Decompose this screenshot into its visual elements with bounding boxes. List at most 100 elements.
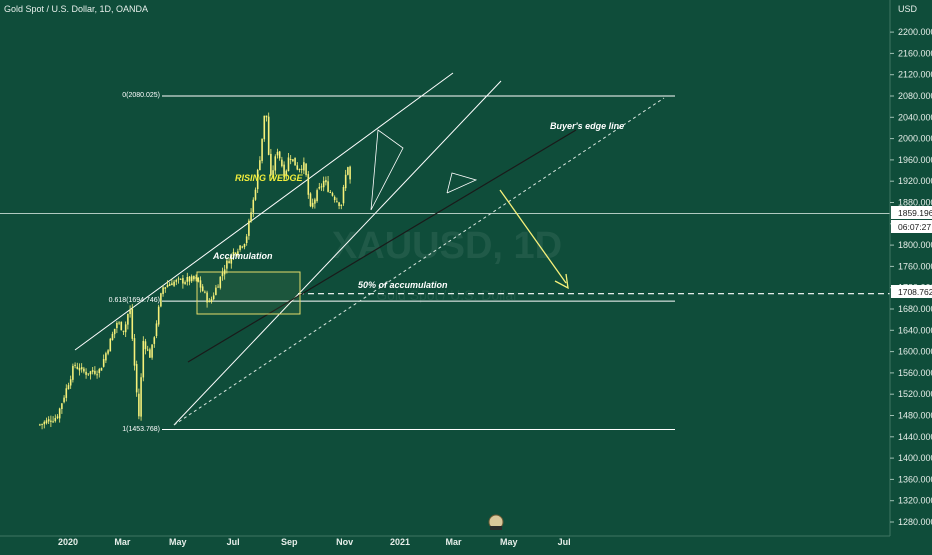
price-tick-label-3: 2080.000 — [898, 91, 932, 101]
price-tick-label-4: 2040.000 — [898, 112, 932, 122]
time-tick-label-3: Jul — [227, 537, 240, 547]
candle-body-55 — [160, 293, 162, 307]
time-tick-label-2: May — [169, 537, 187, 547]
candle-body-34 — [113, 328, 116, 335]
buyers-edge-label: Buyer's edge line — [550, 121, 624, 131]
candle-body-39 — [124, 324, 127, 333]
candle-body-33 — [111, 333, 114, 341]
candle-body-93 — [243, 244, 246, 248]
candle-body-29 — [102, 359, 105, 367]
candle-body-90 — [237, 251, 239, 255]
candles-layer — [39, 112, 351, 430]
author-badge-bar — [490, 526, 502, 530]
candle-body-132 — [329, 192, 332, 194]
candle-body-110 — [281, 159, 283, 167]
candle-body-78 — [210, 299, 213, 303]
wedge-upper-line — [74, 72, 454, 351]
level-price-value: 1708.762 — [898, 287, 932, 297]
last-price-value: 1859.196 — [898, 208, 932, 218]
candle-body-87 — [230, 255, 233, 264]
candle-body-13 — [67, 385, 70, 390]
candle-body-130 — [325, 180, 327, 183]
candle-body-112 — [285, 170, 288, 176]
candle-body-108 — [276, 151, 279, 156]
candle-body-126 — [316, 190, 318, 202]
candle-body-40 — [127, 314, 129, 325]
candle-body-64 — [179, 278, 182, 280]
candle-body-56 — [162, 287, 164, 295]
candle-body-3 — [45, 420, 48, 424]
candle-body-12 — [65, 388, 68, 398]
candle-body-136 — [338, 202, 340, 207]
last-price-tag — [891, 206, 932, 219]
candle-body-73 — [199, 280, 202, 288]
candle-body-41 — [129, 310, 131, 315]
candle-body-140 — [347, 167, 349, 175]
candle-body-97 — [252, 199, 255, 213]
candle-body-131 — [327, 181, 329, 192]
candle-body-51 — [151, 344, 153, 358]
price-tick-label-0: 2200.000 — [898, 27, 932, 37]
price-axis[interactable]: 2200.000 2160.000 2120.000 2080.000 2040.000… — [890, 27, 932, 527]
candle-body-80 — [215, 287, 217, 295]
candle-body-98 — [254, 189, 257, 200]
candle-body-54 — [157, 306, 160, 325]
currency-label[interactable]: USD — [898, 4, 918, 14]
wedge-lower-line — [173, 80, 502, 426]
candle-body-134 — [333, 196, 336, 201]
time-tick-label-8: May — [500, 537, 518, 547]
candle-body-31 — [107, 350, 109, 354]
candle-body-18 — [78, 367, 81, 371]
candle-body-137 — [340, 204, 343, 206]
candle-body-89 — [234, 252, 237, 254]
price-tick-label-21: 1360.000 — [898, 474, 932, 484]
candle-body-52 — [153, 337, 156, 344]
candle-body-67 — [186, 277, 189, 282]
candle-body-133 — [331, 193, 334, 196]
candle-body-102 — [263, 115, 266, 140]
candle-body-24 — [91, 370, 94, 372]
candle-body-25 — [94, 370, 96, 374]
price-tick-label-13: 1680.000 — [898, 304, 932, 314]
candle-body-47 — [142, 340, 145, 378]
candle-body-59 — [168, 284, 171, 286]
price-tick-label-8: 1880.000 — [898, 198, 932, 208]
candle-body-44 — [135, 364, 138, 393]
candle-body-128 — [320, 186, 323, 188]
time-tick-label-5: Nov — [336, 537, 353, 547]
price-tick-label-2: 2120.000 — [898, 70, 932, 80]
time-tick-label-4: Sep — [281, 537, 298, 547]
price-tick-label-10: 1800.000 — [898, 240, 932, 250]
price-tick-label-11: 1760.000 — [898, 261, 932, 271]
candle-body-2 — [43, 421, 46, 425]
price-tick-label-14: 1640.000 — [898, 325, 932, 335]
candle-body-26 — [96, 374, 98, 376]
time-tick-label-9: Jul — [558, 537, 571, 547]
candle-body-6 — [52, 421, 54, 423]
candle-body-124 — [311, 202, 314, 207]
accumulation-label: Accumulation — [212, 251, 273, 261]
candle-body-22 — [87, 373, 90, 375]
countdown-value: 06:07:27 — [898, 222, 931, 232]
watermark-symbol: XAUUSD, 1D — [332, 225, 562, 267]
candle-body-45 — [138, 393, 140, 417]
candle-body-77 — [208, 300, 211, 303]
price-tick-label-1: 2160.000 — [898, 48, 932, 58]
candle-body-141 — [349, 166, 351, 180]
time-axis[interactable]: 2020 Mar May Jul Sep Nov 2021 Mar May Jul — [58, 537, 571, 547]
buyers-edge-line — [173, 97, 665, 426]
candle-body-114 — [289, 159, 292, 161]
level-price-tag — [891, 285, 932, 298]
candle-body-135 — [336, 201, 338, 203]
candle-body-62 — [175, 279, 178, 282]
candle-body-17 — [76, 366, 79, 369]
candle-body-57 — [164, 287, 167, 289]
price-tick-label-16: 1560.000 — [898, 368, 932, 378]
price-tick-label-19: 1440.000 — [898, 432, 932, 442]
candle-body-82 — [219, 276, 222, 288]
candle-body-27 — [98, 369, 101, 374]
candle-body-0 — [39, 424, 41, 426]
candle-body-4 — [47, 419, 50, 422]
